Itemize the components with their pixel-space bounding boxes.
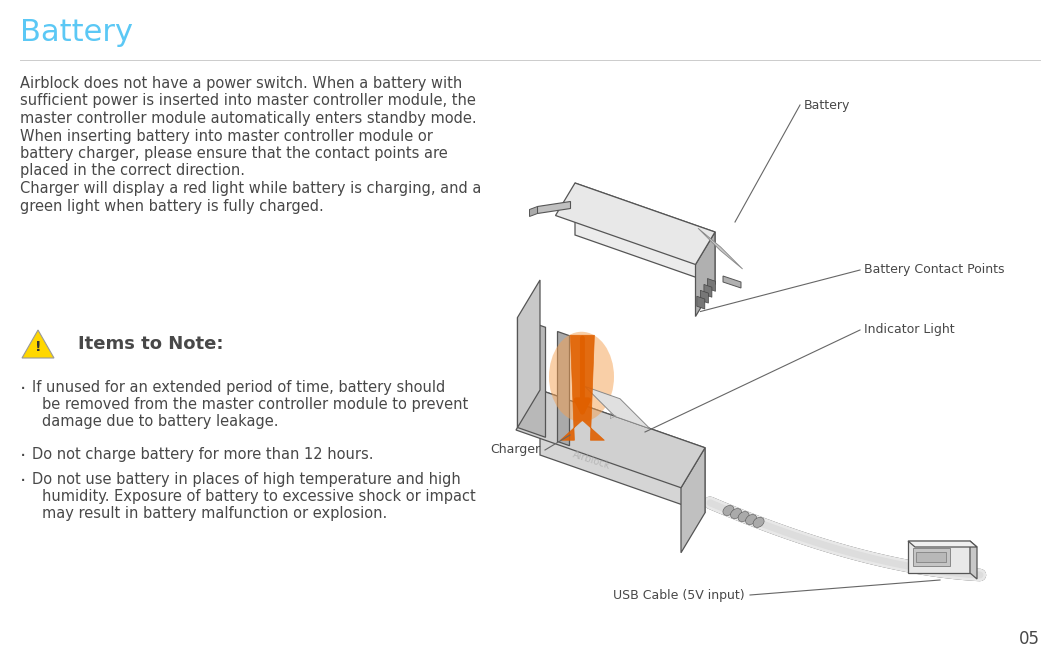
Bar (916, 552, 946, 562)
Text: When inserting battery into master controller module or: When inserting battery into master contr… (20, 128, 433, 144)
Polygon shape (518, 318, 545, 438)
Polygon shape (538, 201, 571, 214)
Text: ·: · (20, 447, 26, 466)
Text: 05: 05 (1019, 630, 1040, 648)
Text: Charger: Charger (490, 444, 540, 457)
Ellipse shape (731, 508, 741, 518)
Ellipse shape (549, 332, 614, 422)
Text: Airblock: Airblock (572, 449, 612, 471)
Polygon shape (698, 228, 742, 269)
Text: USB Cable (5V input): USB Cable (5V input) (613, 589, 744, 602)
Text: Do not use battery in places of high temperature and high: Do not use battery in places of high tem… (32, 472, 461, 487)
Text: placed in the correct direction.: placed in the correct direction. (20, 164, 245, 179)
Text: ·: · (20, 380, 26, 399)
Polygon shape (556, 183, 715, 265)
Ellipse shape (753, 517, 765, 528)
Polygon shape (723, 276, 741, 288)
Text: humidity. Exposure of battery to excessive shock or impact: humidity. Exposure of battery to excessi… (42, 489, 475, 504)
Polygon shape (585, 387, 650, 429)
Text: ▷: ▷ (610, 411, 616, 420)
Text: Do not charge battery for more than 12 hours.: Do not charge battery for more than 12 h… (32, 447, 374, 462)
Polygon shape (540, 390, 705, 513)
Ellipse shape (723, 505, 734, 516)
Text: Battery: Battery (804, 99, 850, 111)
Polygon shape (696, 232, 715, 316)
Text: master controller module automatically enters standby mode.: master controller module automatically e… (20, 111, 477, 126)
Text: be removed from the master controller module to prevent: be removed from the master controller mo… (42, 397, 468, 412)
Text: damage due to battery leakage.: damage due to battery leakage. (42, 414, 279, 429)
Text: If unused for an extended period of time, battery should: If unused for an extended period of time… (32, 380, 445, 395)
Text: Items to Note:: Items to Note: (78, 335, 223, 353)
Polygon shape (697, 296, 705, 309)
Polygon shape (970, 541, 977, 579)
Polygon shape (22, 330, 54, 358)
Polygon shape (681, 448, 705, 553)
Ellipse shape (738, 512, 749, 522)
Polygon shape (908, 541, 977, 547)
Polygon shape (516, 390, 705, 488)
Polygon shape (707, 279, 716, 291)
Text: battery charger, please ensure that the contact points are: battery charger, please ensure that the … (20, 146, 448, 161)
Bar (913, 548, 950, 566)
Text: Battery: Battery (20, 18, 133, 47)
Text: Indicator Light: Indicator Light (864, 324, 954, 336)
Ellipse shape (746, 514, 757, 524)
Polygon shape (518, 280, 540, 428)
Text: may result in battery malfunction or explosion.: may result in battery malfunction or exp… (42, 506, 388, 521)
Text: sufficient power is inserted into master controller module, the: sufficient power is inserted into master… (20, 93, 475, 109)
Text: green light when battery is fully charged.: green light when battery is fully charge… (20, 199, 324, 214)
Text: Battery Contact Points: Battery Contact Points (864, 263, 1005, 277)
Polygon shape (560, 335, 605, 440)
Text: Charger will display a red light while battery is charging, and a: Charger will display a red light while b… (20, 181, 482, 196)
Text: !: ! (35, 340, 41, 354)
Polygon shape (530, 207, 538, 216)
Text: Airblock does not have a power switch. When a battery with: Airblock does not have a power switch. W… (20, 76, 462, 91)
Bar (908, 541, 970, 573)
Polygon shape (575, 183, 715, 284)
Text: ·: · (20, 472, 26, 491)
Polygon shape (700, 291, 708, 303)
Polygon shape (704, 285, 712, 297)
Polygon shape (557, 332, 570, 446)
